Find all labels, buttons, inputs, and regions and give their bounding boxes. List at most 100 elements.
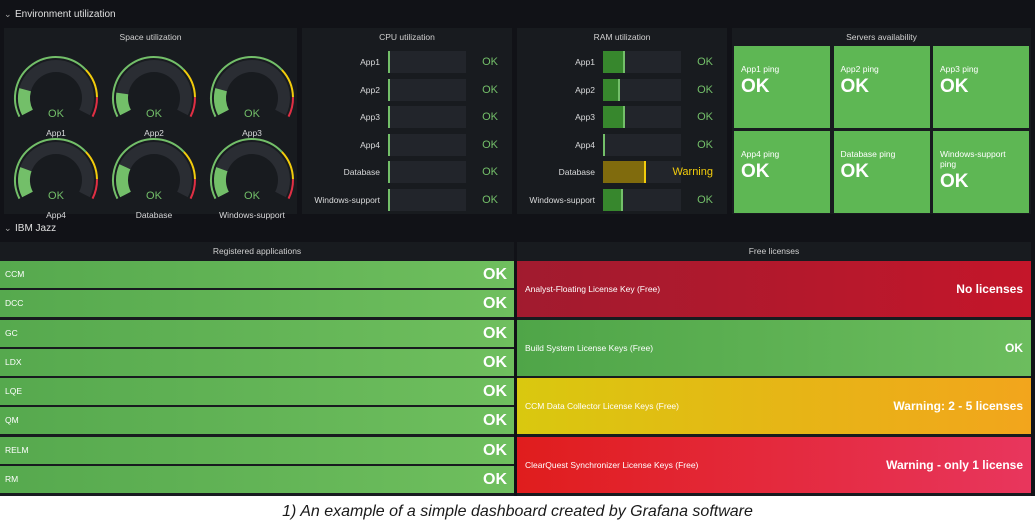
application-name: LQE: [5, 386, 23, 396]
gauge-value: OK: [146, 190, 162, 202]
panel-cpu-utilization[interactable]: CPU utilization App1 OK App2 OK App3 OK App4 OK…: [302, 28, 512, 214]
bar-gauge-label: App2: [360, 84, 380, 95]
bar-gauge-row[interactable]: Database Warning: [517, 161, 727, 183]
license-name: ClearQuest Synchronizer License Keys (Fr…: [525, 459, 699, 470]
license-name: Build System License Keys (Free): [525, 342, 654, 353]
gauge-threshold-warn: [183, 151, 196, 180]
gauge-svg: [210, 56, 294, 118]
bar-gauge-label: App2: [575, 84, 595, 95]
chevron-down-icon: ⌄: [4, 8, 12, 19]
space-gauge[interactable]: OK Windows-support: [206, 134, 298, 226]
gauge-threshold-warn: [85, 151, 98, 180]
bar-gauge-fill: [603, 133, 605, 156]
bar-gauge-row[interactable]: App1 OK: [302, 51, 512, 73]
bar-gauge-fill: [388, 161, 390, 183]
gauge-label: Windows-support: [219, 210, 285, 220]
gauge-threshold-ok: [210, 138, 283, 200]
application-row[interactable]: DCC OK: [0, 290, 514, 318]
server-status-tile[interactable]: App4 ping OK: [734, 131, 830, 213]
space-gauge[interactable]: OK App1: [10, 52, 102, 144]
license-status: No licenses: [956, 282, 1023, 296]
bar-gauge-label: App3: [360, 112, 380, 122]
tile-label: Database ping: [840, 149, 896, 159]
bar-gauge-row[interactable]: App2 OK: [302, 78, 512, 101]
bar-gauge-label: Database: [558, 167, 595, 177]
panel-space-utilization[interactable]: Space utilization OK App1 OK App2 OK App3 OK Ap…: [4, 28, 298, 220]
gauge-threshold-ok: [112, 138, 185, 200]
gauge-threshold-critical: [189, 97, 196, 118]
bar-gauge-label: Windows-support: [314, 194, 380, 205]
bar-gauge-row[interactable]: App2 OK: [517, 78, 727, 101]
license-row[interactable]: ClearQuest Synchronizer License Keys (Fr…: [517, 436, 1031, 493]
tile-value: OK: [840, 76, 870, 97]
bar-gauge-value: OK: [482, 138, 498, 151]
gauge-svg: [14, 56, 98, 118]
bar-gauge-fill: [603, 188, 623, 211]
gauge-label: App1: [46, 128, 66, 138]
tile-label: App3 ping: [940, 64, 979, 74]
gauge-label: App2: [144, 128, 164, 138]
bar-gauge-row[interactable]: Windows-support OK: [302, 188, 512, 211]
bar-gauge-label: App3: [575, 112, 595, 122]
application-row[interactable]: CCM OK: [0, 261, 514, 288]
application-status: OK: [483, 266, 507, 283]
application-row[interactable]: LQE OK: [0, 378, 514, 405]
gauge-track: [116, 142, 192, 198]
bar-gauge-row[interactable]: App3 OK: [517, 106, 727, 128]
application-row[interactable]: RELM OK: [0, 436, 514, 464]
application-row[interactable]: LDX OK: [0, 348, 514, 376]
application-status: OK: [483, 324, 507, 342]
space-gauge[interactable]: OK Database: [108, 134, 200, 226]
row-header-ibm-jazz[interactable]: ⌄ IBM Jazz: [4, 218, 56, 238]
dashboard: ⌄ Environment utilization Space utilizat…: [0, 0, 1035, 496]
bar-gauge-fill: [603, 106, 625, 128]
bar-gauge-label: App4: [575, 139, 595, 150]
application-status: OK: [483, 412, 507, 430]
application-row[interactable]: RM OK: [0, 465, 514, 493]
gauge-track: [214, 142, 290, 198]
application-name: CCM: [5, 269, 25, 279]
gauge-threshold-critical: [91, 179, 98, 200]
server-status-tile[interactable]: App3 ping OK: [933, 46, 1029, 128]
license-name: CCM Data Collector License Keys (Free): [525, 401, 679, 411]
server-status-tile[interactable]: Windows-support ping OK: [933, 131, 1029, 213]
license-row[interactable]: CCM Data Collector License Keys (Free) Wa…: [517, 378, 1031, 434]
gauge-svg: [112, 56, 196, 118]
gauge-svg: [14, 138, 98, 200]
gauge-track: [214, 60, 290, 116]
gauge-threshold-warn: [281, 151, 294, 180]
tile-label: App2 ping: [840, 64, 879, 74]
license-row[interactable]: Analyst-Floating License Key (Free) No li…: [517, 261, 1031, 317]
server-status-tile[interactable]: Database ping OK: [833, 131, 930, 213]
bar-gauge-track: [388, 106, 466, 128]
bar-gauge-row[interactable]: Windows-support OK: [517, 188, 727, 211]
server-status-tile[interactable]: App2 ping OK: [833, 46, 930, 128]
application-row[interactable]: GC OK: [0, 319, 514, 347]
server-status-tile[interactable]: App1 ping OK: [734, 46, 830, 128]
panel-servers-availability[interactable]: Servers availability App1 ping OK App2 pin…: [732, 28, 1031, 214]
panel-title: Space utilization: [119, 32, 182, 42]
bar-gauge-row[interactable]: App4 OK: [517, 133, 727, 156]
panel-title: Servers availability: [846, 32, 917, 42]
application-row[interactable]: QM OK: [0, 407, 514, 435]
bar-gauge-track: [388, 78, 466, 101]
application-name: RM: [5, 473, 19, 484]
bar-gauge-row[interactable]: App1 OK: [517, 51, 727, 73]
gauge-label: Database: [135, 210, 173, 220]
application-name: RELM: [5, 444, 29, 455]
bar-gauge-fill: [388, 106, 390, 128]
space-gauge[interactable]: OK App3: [206, 52, 298, 144]
space-gauge[interactable]: OK App4: [10, 134, 102, 226]
row-header-environment[interactable]: ⌄ Environment utilization: [4, 4, 116, 24]
bar-gauge-value: OK: [697, 56, 713, 68]
bar-gauge-row[interactable]: App3 OK: [302, 106, 512, 128]
application-name: GC: [5, 327, 18, 338]
panel-ram-utilization[interactable]: RAM utilization App1 OK App2 OK App3 OK App4 OK…: [517, 28, 727, 214]
license-row[interactable]: Build System License Keys (Free) OK: [517, 319, 1031, 376]
space-gauge[interactable]: OK App2: [108, 52, 200, 144]
gauge-svg: [210, 138, 294, 200]
bar-gauge-fill: [603, 51, 625, 73]
bar-gauge-fill: [388, 51, 390, 73]
bar-gauge-row[interactable]: Database OK: [302, 161, 512, 183]
bar-gauge-row[interactable]: App4 OK: [302, 133, 512, 156]
